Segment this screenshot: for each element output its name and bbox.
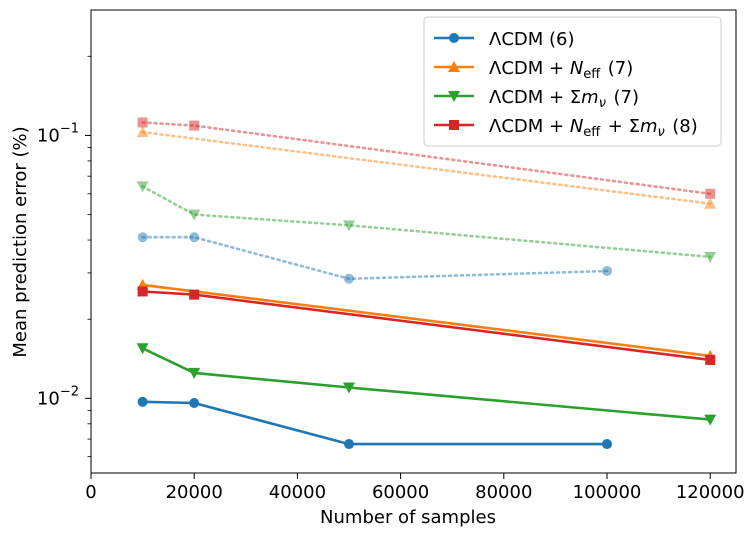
legend-label-0: ΛCDM (6) <box>489 29 575 50</box>
series-1-dotted-point <box>136 126 149 138</box>
x-axis-label: Number of samples <box>320 507 496 528</box>
series-0-solid-point <box>602 439 612 450</box>
series-2-dotted-point <box>136 181 149 193</box>
series-0-solid-point <box>344 439 354 450</box>
series-3-solid-point <box>189 289 200 300</box>
series-2-solid-line <box>142 347 711 421</box>
plot-frame <box>90 9 737 474</box>
legend-marker-3 <box>449 120 459 130</box>
series-3-dotted-point <box>705 188 716 199</box>
y-tick-label: 10−1 <box>37 121 79 146</box>
series-0-dotted-point <box>344 273 354 284</box>
x-tick-label: 100000 <box>573 482 642 503</box>
legend-marker-2 <box>448 91 460 102</box>
legend-marker-0 <box>449 33 459 43</box>
series-0-solid-point <box>189 397 200 408</box>
plot-markers <box>136 117 717 450</box>
series-2-dotted-point <box>343 220 355 232</box>
legend-label-2: ΛCDM + Σmν (7) <box>489 87 639 111</box>
legend-marker-1 <box>448 61 460 72</box>
y-axis-label: Mean prediction error (%) <box>10 126 31 357</box>
series-2-solid-point <box>136 343 149 355</box>
series-0-dotted-point <box>602 266 612 277</box>
series-0-dotted-line <box>141 235 609 281</box>
legend-label-3: ΛCDM + Neff + Σmν (8) <box>489 116 698 140</box>
series-0-solid-line <box>142 400 607 446</box>
series-0-solid-point <box>137 396 148 407</box>
series-1-dotted-line <box>141 130 712 205</box>
legend-label-1: ΛCDM + Neff (7) <box>489 58 633 82</box>
x-tick-label: 80000 <box>475 482 532 503</box>
x-tick-label: 20000 <box>166 482 223 503</box>
series-3-dotted-point <box>137 117 148 128</box>
series-1-solid-line <box>142 283 711 358</box>
x-tick-label: 60000 <box>372 482 429 503</box>
x-tick-label: 120000 <box>676 482 745 503</box>
series-2-dotted-line <box>141 185 712 259</box>
series-2-solid-point <box>704 414 717 426</box>
series-2-dotted-point <box>704 251 717 263</box>
x-tick-label: 0 <box>85 482 96 503</box>
series-1-dotted-point <box>704 197 717 209</box>
series-0-dotted-point <box>137 232 148 243</box>
y-tick-label: 10−2 <box>37 384 79 409</box>
series-3-dotted-point <box>189 120 200 131</box>
x-axis: 0 20000 40000 60000 80000 100000 120000 <box>85 473 745 503</box>
y-axis: 10−2 10−1 <box>37 55 91 458</box>
legend-box <box>423 16 722 147</box>
series-2-solid-point <box>343 382 355 394</box>
series-3-solid-point <box>137 286 148 297</box>
legend: ΛCDM (6) ΛCDM + Neff (7) ΛCDM + Σmν (7) ΛCD… <box>423 16 722 147</box>
series-0-dotted-point <box>189 232 200 243</box>
series-2-solid-point <box>188 367 201 379</box>
plot-lines <box>141 121 712 446</box>
x-tick-label: 40000 <box>269 482 326 503</box>
series-3-solid-point <box>705 354 716 365</box>
series-2-dotted-point <box>188 209 201 221</box>
series-3-dotted-line <box>141 121 712 196</box>
